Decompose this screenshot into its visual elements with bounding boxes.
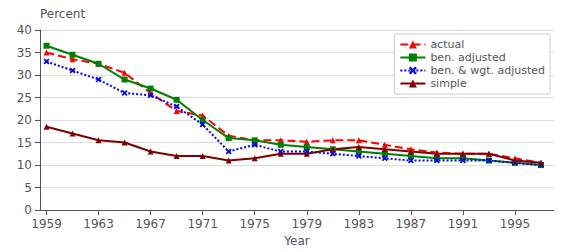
svg-text:30: 30	[17, 68, 32, 82]
svg-text:Percent: Percent	[40, 7, 85, 21]
svg-text:simple: simple	[430, 77, 467, 90]
svg-text:actual: actual	[430, 38, 464, 51]
svg-text:5: 5	[24, 181, 32, 195]
svg-text:ben. adjusted: ben. adjusted	[430, 51, 505, 64]
svg-text:1979: 1979	[291, 217, 322, 231]
svg-text:25: 25	[17, 91, 32, 105]
svg-text:40: 40	[17, 23, 32, 37]
svg-text:1959: 1959	[31, 217, 62, 231]
svg-text:20: 20	[17, 113, 32, 127]
svg-text:1983: 1983	[344, 217, 375, 231]
svg-text:1987: 1987	[396, 217, 427, 231]
svg-text:15: 15	[17, 136, 32, 150]
svg-text:1975: 1975	[239, 217, 270, 231]
svg-text:1991: 1991	[448, 217, 479, 231]
svg-text:10: 10	[17, 158, 32, 172]
svg-text:1995: 1995	[500, 217, 531, 231]
svg-text:0: 0	[24, 203, 32, 217]
svg-text:ben. & wgt. adjusted: ben. & wgt. adjusted	[430, 64, 545, 77]
svg-text:1967: 1967	[135, 217, 166, 231]
svg-text:1963: 1963	[83, 217, 114, 231]
svg-text:Year: Year	[283, 234, 309, 248]
svg-text:1971: 1971	[187, 217, 218, 231]
svg-text:35: 35	[17, 46, 32, 60]
